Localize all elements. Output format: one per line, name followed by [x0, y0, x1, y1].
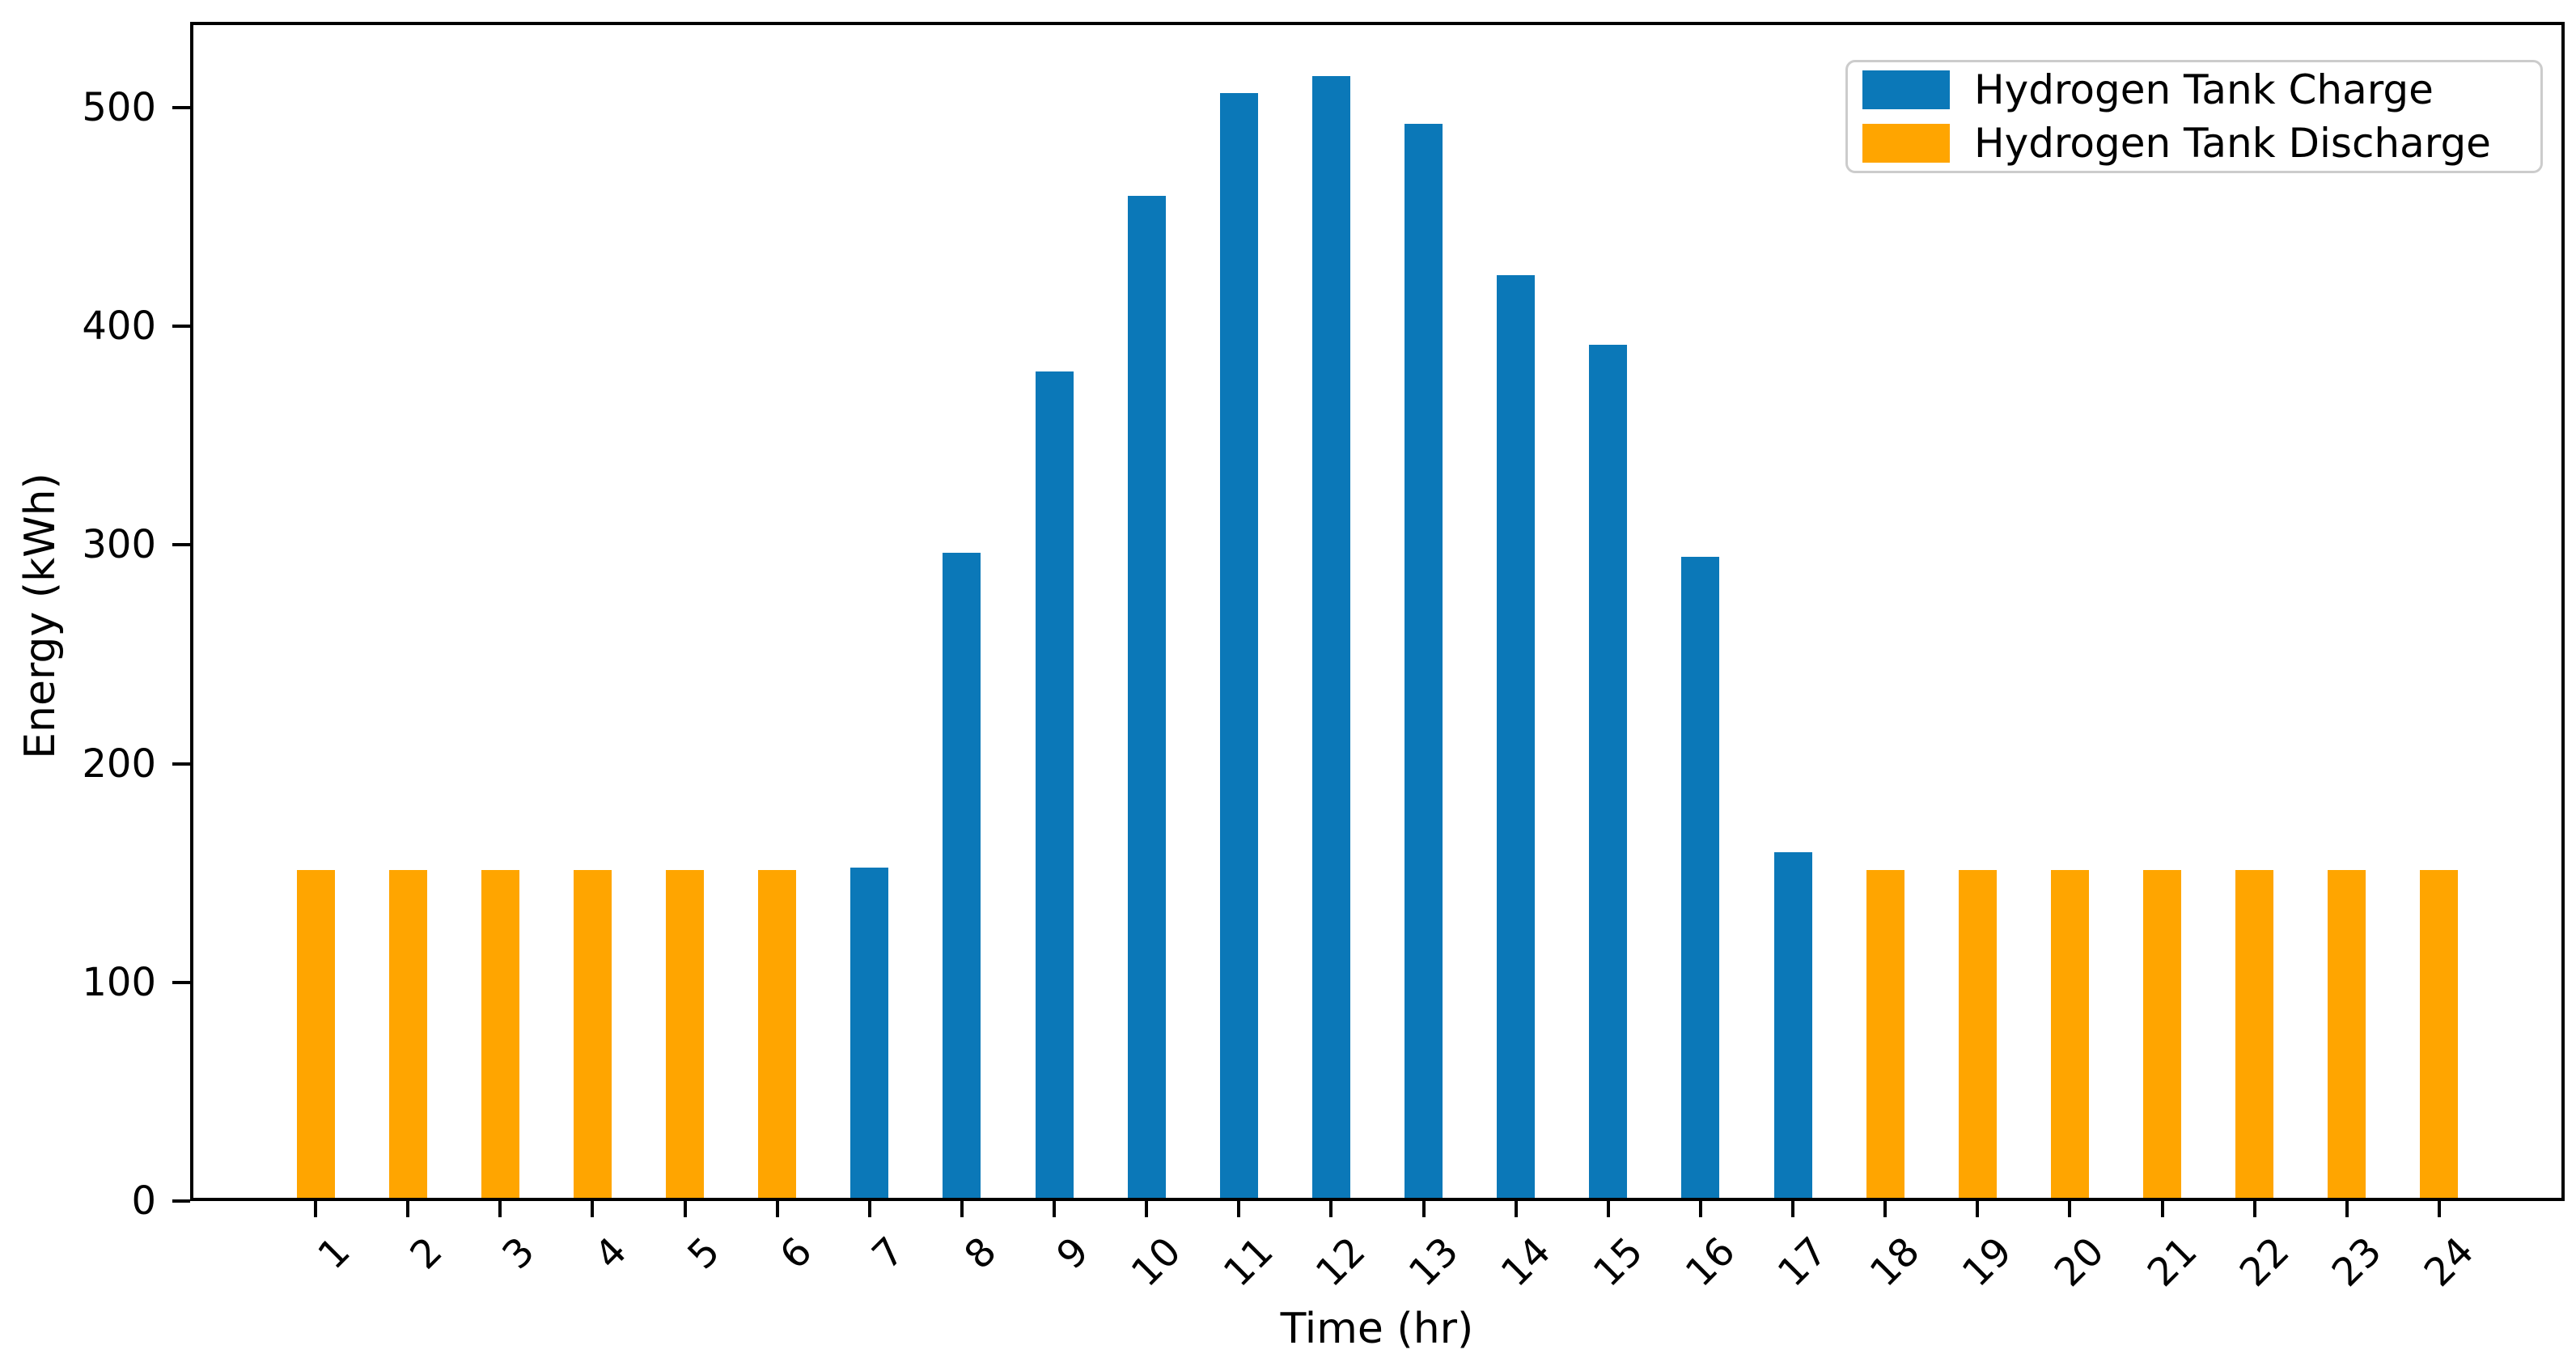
legend-label-discharge: Hydrogen Tank Discharge — [1974, 120, 2491, 167]
bar-hour-5-discharge — [666, 870, 705, 1198]
y-tick-label-0: 0 — [131, 1178, 156, 1224]
x-tick-label-22: 22 — [2231, 1229, 2298, 1296]
legend: Hydrogen Tank Charge Hydrogen Tank Disch… — [1845, 60, 2543, 173]
x-tick-6 — [775, 1201, 779, 1217]
y-axis-title: Energy (kWh) — [16, 473, 65, 759]
x-tick-label-3: 3 — [494, 1229, 544, 1279]
x-tick-20 — [2068, 1201, 2072, 1217]
legend-item-charge: Hydrogen Tank Charge — [1862, 69, 2526, 111]
bar-hour-15-charge — [1589, 345, 1628, 1198]
legend-label-charge: Hydrogen Tank Charge — [1974, 66, 2434, 113]
y-tick-100 — [172, 980, 190, 984]
x-tick-8 — [960, 1201, 964, 1217]
bar-hour-3-discharge — [481, 870, 519, 1198]
plot-area — [190, 22, 2565, 1201]
x-tick-13 — [1421, 1201, 1426, 1217]
x-tick-7 — [867, 1201, 871, 1217]
x-tick-label-23: 23 — [2323, 1229, 2391, 1296]
x-tick-15 — [1606, 1201, 1610, 1217]
x-tick-12 — [1329, 1201, 1333, 1217]
bar-hour-10-charge — [1127, 196, 1166, 1198]
x-tick-23 — [2345, 1201, 2349, 1217]
bar-hour-6-discharge — [758, 870, 797, 1198]
legend-swatch-discharge — [1862, 124, 1950, 163]
x-tick-label-1: 1 — [309, 1229, 359, 1279]
bar-hour-4-discharge — [573, 870, 612, 1198]
bar-hour-21-discharge — [2143, 870, 2182, 1198]
x-tick-label-19: 19 — [1954, 1229, 2021, 1296]
bar-hour-9-charge — [1035, 371, 1074, 1198]
x-tick-label-6: 6 — [771, 1229, 821, 1279]
x-tick-label-21: 21 — [2138, 1229, 2206, 1296]
x-tick-1 — [314, 1201, 317, 1217]
x-tick-14 — [1514, 1201, 1518, 1217]
x-tick-24 — [2437, 1201, 2441, 1217]
bar-hour-24-discharge — [2420, 870, 2459, 1198]
x-tick-2 — [406, 1201, 410, 1217]
bar-hour-20-discharge — [2050, 870, 2089, 1198]
y-tick-500 — [172, 106, 190, 109]
bar-hour-12-charge — [1311, 76, 1350, 1198]
bar-hour-7-charge — [850, 868, 889, 1198]
y-tick-label-300: 300 — [82, 522, 156, 568]
legend-item-discharge: Hydrogen Tank Discharge — [1862, 122, 2526, 164]
x-tick-label-24: 24 — [2415, 1229, 2483, 1296]
y-tick-label-500: 500 — [82, 85, 156, 130]
x-tick-22 — [2252, 1201, 2256, 1217]
bar-hour-2-discharge — [388, 870, 427, 1198]
y-tick-label-100: 100 — [82, 959, 156, 1005]
x-tick-3 — [498, 1201, 502, 1217]
x-tick-10 — [1145, 1201, 1149, 1217]
x-axis-title: Time (hr) — [1280, 1305, 1474, 1353]
bar-hour-8-charge — [943, 553, 981, 1198]
x-tick-label-5: 5 — [678, 1229, 729, 1279]
y-tick-300 — [172, 543, 190, 547]
y-tick-200 — [172, 762, 190, 766]
bar-hour-11-charge — [1219, 93, 1258, 1198]
bar-hour-22-discharge — [2235, 870, 2274, 1198]
bar-hour-1-discharge — [296, 870, 335, 1198]
x-tick-11 — [1237, 1201, 1241, 1217]
y-tick-label-400: 400 — [82, 303, 156, 350]
x-tick-9 — [1053, 1201, 1057, 1217]
x-tick-18 — [1883, 1201, 1888, 1217]
x-tick-label-20: 20 — [2046, 1229, 2114, 1296]
bar-hour-14-charge — [1497, 275, 1536, 1198]
bar-hour-23-discharge — [2328, 870, 2366, 1198]
x-tick-5 — [683, 1201, 687, 1217]
x-tick-21 — [2160, 1201, 2164, 1217]
x-tick-label-8: 8 — [955, 1229, 1006, 1279]
x-tick-label-4: 4 — [586, 1229, 636, 1279]
x-tick-16 — [1698, 1201, 1702, 1217]
x-tick-19 — [1976, 1201, 1980, 1217]
x-tick-label-2: 2 — [401, 1229, 451, 1279]
bar-hour-16-charge — [1681, 557, 1720, 1198]
x-tick-label-17: 17 — [1769, 1229, 1837, 1296]
bar-hour-13-charge — [1405, 124, 1443, 1198]
x-tick-4 — [591, 1201, 595, 1217]
x-tick-label-18: 18 — [1862, 1229, 1929, 1296]
legend-swatch-charge — [1862, 70, 1950, 109]
bar-hour-17-charge — [1773, 852, 1812, 1198]
x-tick-label-9: 9 — [1048, 1229, 1098, 1279]
bar-hour-18-discharge — [1866, 870, 1904, 1198]
y-tick-label-200: 200 — [82, 741, 156, 787]
y-tick-0 — [172, 1199, 190, 1203]
x-tick-label-7: 7 — [863, 1229, 913, 1279]
x-tick-17 — [1791, 1201, 1795, 1217]
bar-hour-19-discharge — [1958, 870, 1997, 1198]
y-tick-400 — [172, 325, 190, 329]
